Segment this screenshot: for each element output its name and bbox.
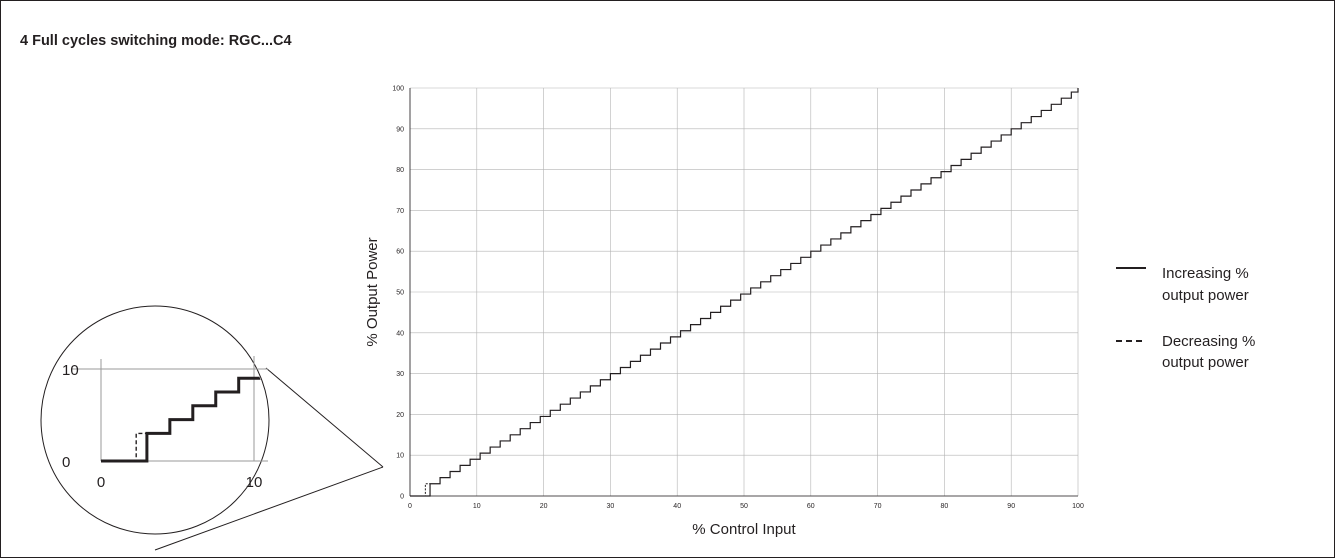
inset-x-tick-label: 10 bbox=[246, 474, 263, 491]
y-axis-label: % Output Power bbox=[364, 237, 381, 346]
x-tick-label: 40 bbox=[673, 503, 681, 510]
series-line-increasing bbox=[410, 88, 1079, 497]
inset-x-tick-label: 0 bbox=[97, 474, 105, 491]
x-tick-label: 70 bbox=[874, 503, 882, 510]
series-line-decreasing bbox=[410, 483, 431, 497]
figure-heading: 4 Full cycles switching mode: RGC...C4 bbox=[20, 33, 292, 49]
y-tick-labels: 0 10 20 30 40 50 60 70 80 90 100 bbox=[392, 86, 404, 501]
x-tick-label: 100 bbox=[1072, 503, 1084, 510]
data-series bbox=[410, 88, 1079, 497]
inset-series-line-decreasing bbox=[101, 432, 147, 462]
x-tick-label: 30 bbox=[607, 503, 615, 510]
y-tick-label: 20 bbox=[396, 412, 404, 419]
x-tick-label: 90 bbox=[1007, 503, 1015, 510]
y-tick-label: 30 bbox=[396, 371, 404, 378]
y-tick-label: 50 bbox=[396, 290, 404, 297]
zoom-connector-line-bottom bbox=[154, 466, 384, 551]
x-axis-label: % Control Input bbox=[692, 521, 796, 538]
legend-label-line2: output power bbox=[1162, 354, 1249, 371]
axes bbox=[409, 88, 1078, 497]
y-tick-label: 90 bbox=[396, 126, 404, 133]
x-tick-label: 60 bbox=[807, 503, 815, 510]
grid-lines bbox=[409, 87, 1079, 497]
legend-label-line1: Increasing % bbox=[1162, 265, 1249, 282]
x-tick-label: 80 bbox=[941, 503, 949, 510]
zoom-connector-line-top bbox=[265, 367, 384, 468]
y-tick-label: 70 bbox=[396, 208, 404, 215]
y-tick-label: 80 bbox=[396, 167, 404, 174]
inset-y-tick-label: 10 bbox=[62, 362, 79, 379]
y-tick-label: 0 bbox=[400, 494, 404, 501]
y-tick-label: 40 bbox=[396, 330, 404, 337]
x-tick-labels: 0 10 20 30 40 50 60 70 80 90 100 bbox=[408, 503, 1084, 510]
y-tick-label: 10 bbox=[396, 453, 404, 460]
x-tick-label: 0 bbox=[408, 503, 412, 510]
y-tick-label: 60 bbox=[396, 249, 404, 256]
legend: Increasing % output power Decreasing % o… bbox=[1116, 265, 1255, 371]
legend-label-line1: Decreasing % bbox=[1162, 333, 1255, 350]
y-tick-label: 100 bbox=[392, 86, 404, 93]
x-tick-label: 20 bbox=[540, 503, 548, 510]
inset-y-tick-label: 0 bbox=[62, 454, 70, 471]
legend-label-line2: output power bbox=[1162, 287, 1249, 304]
zoom-inset: 0 10 0 10 bbox=[40, 305, 384, 551]
zoom-circle bbox=[40, 305, 270, 535]
x-tick-label: 10 bbox=[473, 503, 481, 510]
x-tick-label: 50 bbox=[740, 503, 748, 510]
